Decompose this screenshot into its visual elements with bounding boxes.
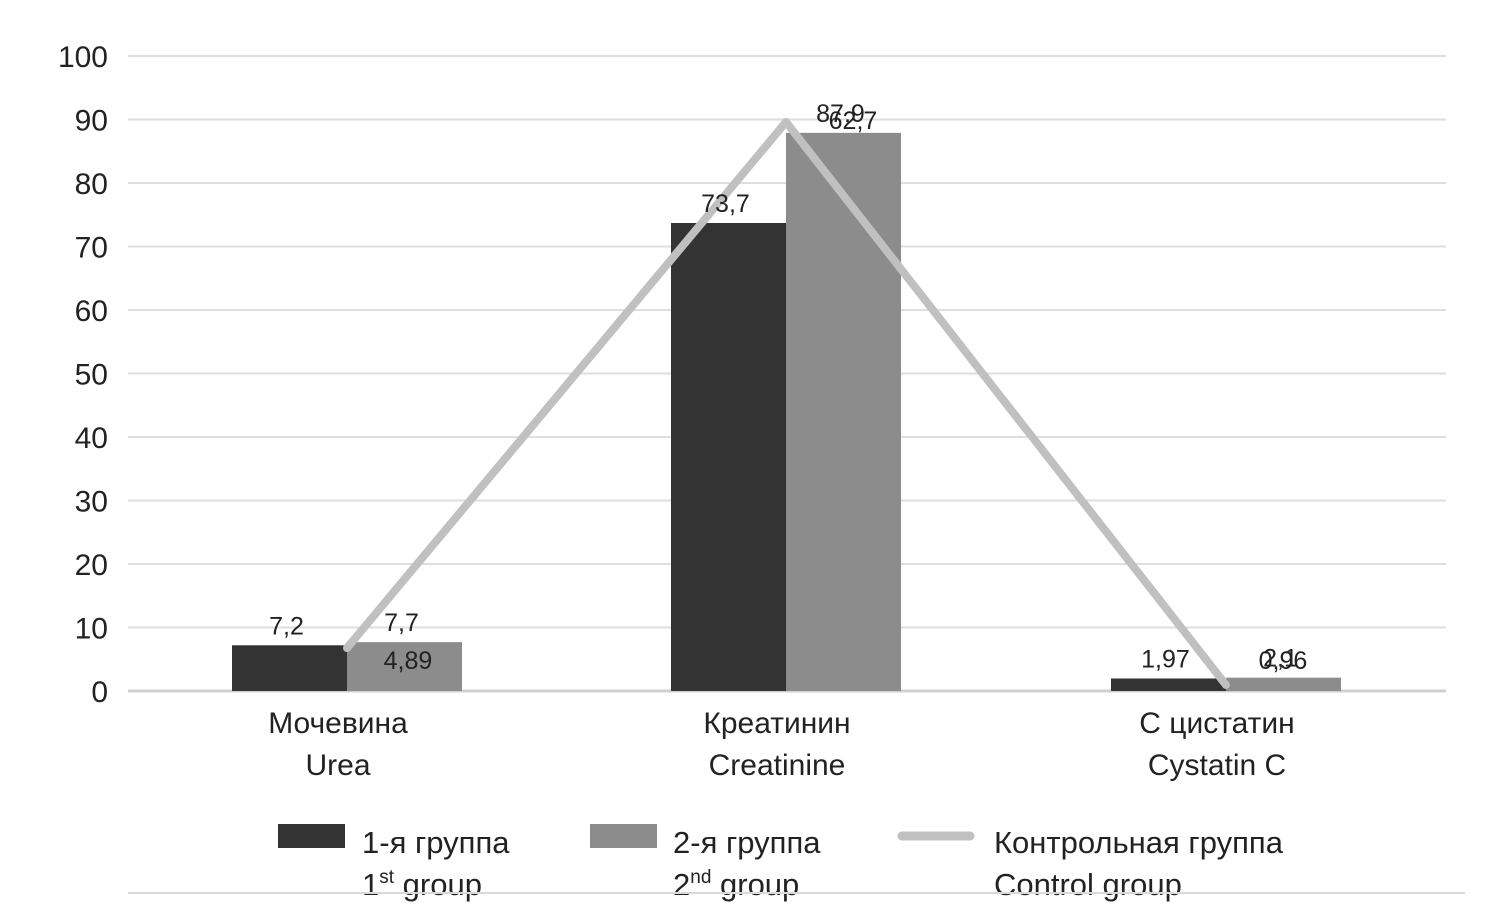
legend-label-group2-ru: 2-я группа: [673, 825, 821, 860]
category-label-en: Cystatin C: [1148, 749, 1286, 782]
x-axis: Мочевина Urea Креатинин Creatinine С цистати…: [268, 707, 1295, 782]
bar-data-label: 1,97: [1141, 645, 1190, 673]
legend-label-group2-en: 2nd group: [673, 867, 799, 902]
category-label-ru: С цистатин: [1139, 707, 1294, 740]
y-tick-label: 80: [75, 168, 108, 201]
legend: 1-я группа 1st group 2-я группа 2nd grou…: [278, 824, 1284, 902]
legend-label-control-ru: Контрольная группа: [994, 825, 1284, 860]
y-tick-label: 70: [75, 232, 108, 265]
category-label-ru: Мочевина: [268, 707, 408, 740]
bar: [1111, 678, 1226, 691]
y-tick-label: 40: [75, 422, 108, 455]
bar: [232, 645, 347, 691]
y-tick-label: 20: [75, 549, 108, 582]
bar-data-label: 2,1: [1263, 645, 1298, 673]
bar-data-label: 73,7: [701, 190, 750, 218]
bar-data-label: 7,7: [384, 609, 419, 637]
legend-label-control-en: Control group: [994, 867, 1182, 902]
control-line: [343, 118, 1230, 689]
legend-swatch-group2: [590, 824, 657, 848]
y-tick-label: 50: [75, 359, 108, 392]
bar-data-label: 87,9: [816, 100, 865, 128]
bar-data-label: 7,2: [269, 612, 304, 640]
line-data-label: 4,89: [384, 647, 433, 675]
bar: [671, 223, 786, 691]
legend-swatch-group1: [278, 824, 345, 848]
y-tick-label: 10: [75, 613, 108, 646]
legend-label-group1-ru: 1-я группа: [362, 825, 510, 860]
legend-label-group1-en: 1st group: [362, 867, 482, 902]
category-label-ru: Креатинин: [703, 707, 850, 740]
data-labels: 7,2 73,7 1,97 7,7 87,9 2,1 4,89 62,7 0,96: [269, 100, 1307, 675]
y-tick-label: 100: [58, 41, 108, 74]
y-tick-label: 30: [75, 486, 108, 519]
line-data-label: 62,7: [829, 107, 878, 135]
bars: [232, 132, 1341, 691]
y-tick-label: 60: [75, 295, 108, 328]
control-line-path: [343, 118, 1230, 689]
y-tick-label: 90: [75, 105, 108, 138]
category-label-en: Creatinine: [709, 749, 846, 782]
bar: [1226, 677, 1341, 691]
category-label-en: Urea: [305, 749, 370, 782]
y-axis: 0 10 20 30 40 50 60 70 80 90 100: [58, 41, 108, 709]
y-tick-label: 0: [91, 676, 108, 709]
line-data-label: 0,96: [1259, 647, 1308, 675]
bar: [786, 132, 901, 691]
bar: [347, 642, 462, 691]
